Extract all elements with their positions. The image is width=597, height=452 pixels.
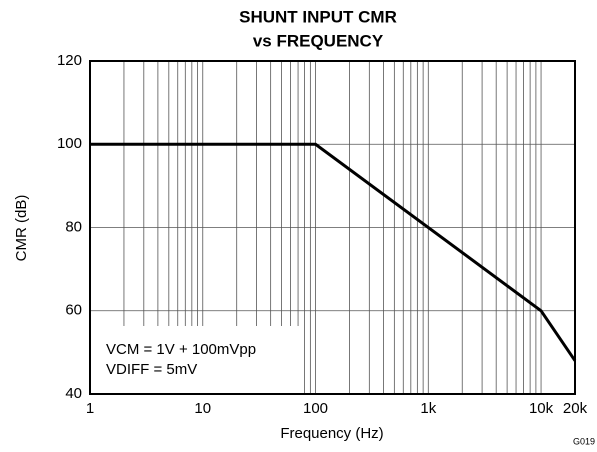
chart-title: vs FREQUENCY	[253, 31, 384, 50]
x-tick-label: 100	[303, 400, 328, 417]
annotation: VCM = 1V + 100mVpp	[106, 341, 256, 358]
y-tick-label: 60	[65, 302, 82, 319]
x-tick-label: 10k	[529, 400, 554, 417]
x-tick-label: 10	[194, 400, 211, 417]
annotation: VDIFF = 5mV	[106, 361, 197, 378]
x-tick-label: 1	[86, 400, 94, 417]
x-axis-label: Frequency (Hz)	[280, 425, 383, 442]
plot-frame	[89, 60, 576, 395]
y-tick-label: 120	[57, 52, 82, 69]
y-tick-label: 40	[65, 385, 82, 402]
y-axis-label: CMR (dB)	[13, 195, 30, 262]
figure-id: G019	[573, 436, 595, 446]
annotation-box	[91, 326, 301, 393]
y-tick-label: 100	[57, 135, 82, 152]
x-tick-label: 1k	[420, 400, 436, 417]
chart-title: SHUNT INPUT CMR	[239, 7, 397, 26]
x-tick-label: 20k	[563, 400, 588, 417]
data-line	[90, 142, 577, 362]
y-tick-label: 80	[65, 218, 82, 235]
